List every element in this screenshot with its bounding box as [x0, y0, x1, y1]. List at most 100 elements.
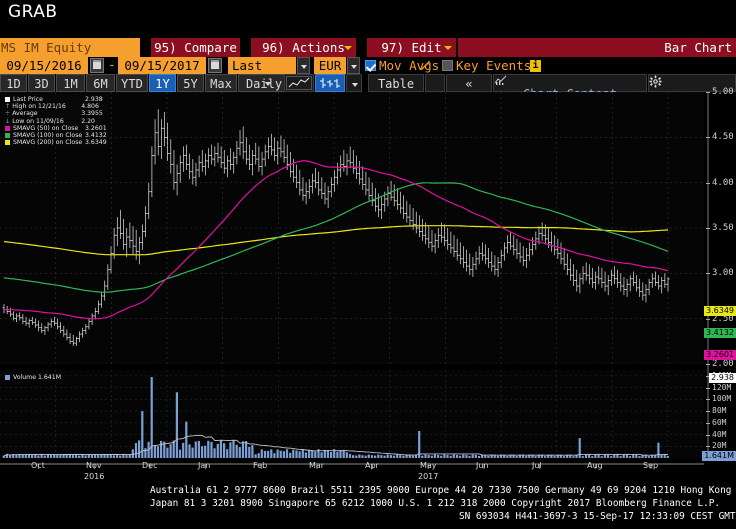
info-icon[interactable]: i	[530, 60, 541, 72]
mov-avgs-label: Mov Avgs	[379, 58, 440, 73]
ticker-input[interactable]: MS IM Equity	[0, 38, 140, 57]
settings-button[interactable]	[648, 74, 736, 92]
period-button-max[interactable]: Max	[205, 74, 237, 92]
volume-axis-tick	[706, 388, 710, 389]
footer-line-3: SN 693034 H441-3697-3 15-Sep-17 12:33:09…	[459, 511, 736, 522]
menu-item-compare[interactable]: 95) Compare	[150, 38, 240, 57]
period-button-3d[interactable]: 3D	[28, 74, 55, 92]
legend-value-volume: 1.641M	[37, 374, 62, 381]
controls-row-dates: 09/15/2016 - 09/15/2017 Last Price EUR M…	[0, 57, 736, 90]
axis-tick	[706, 273, 710, 274]
controls-row-periods: 1D 3D 1M 6M YTD 1Y 5Y Max Daily	[0, 74, 736, 101]
legend-name-sma50: SMAVG (50) on Close	[13, 124, 79, 132]
chevron-down-icon-actions[interactable]	[344, 46, 352, 50]
legend-name-sma100: SMAVG (100) on Close	[13, 131, 83, 139]
menu-label-edit: Edit	[411, 40, 442, 55]
legend-value-low: 2.20	[81, 117, 95, 125]
x-tick-label: May	[420, 461, 437, 470]
menu-label-actions: Actions	[292, 40, 345, 55]
axis-tick	[706, 92, 710, 93]
price-field-select[interactable]: Last Price	[228, 57, 296, 90]
collapse-button[interactable]: «	[446, 74, 492, 92]
legend-row: ÷ Average 3.3955	[5, 110, 107, 117]
chevron-down-icon-currency[interactable]	[347, 57, 360, 74]
x-tick-label: Sep	[643, 461, 659, 470]
legend-swatch-sma200	[5, 140, 10, 146]
period-button-ytd[interactable]: YTD	[116, 74, 148, 92]
footer-line-2: Japan 81 3 3201 8900 Singapore 65 6212 1…	[150, 498, 721, 509]
legend-name-high: High on 12/21/16	[12, 103, 66, 111]
axis-tick	[706, 228, 710, 229]
legend-row: SMAVG (100) on Close 3.4132	[5, 132, 107, 139]
axis-tick-label: 2.50	[712, 314, 734, 324]
key-events-checkbox[interactable]	[442, 60, 453, 71]
pencil-icon[interactable]	[420, 60, 431, 71]
legend-row: Last Price 2.938	[5, 96, 107, 103]
axis-tick	[706, 364, 710, 365]
date-from-input[interactable]: 09/15/2016	[0, 57, 88, 74]
down-arrow-icon: ↓	[5, 117, 11, 125]
price-tag-sma200: 3.6349	[704, 306, 736, 316]
mov-avgs-checkbox[interactable]	[365, 60, 376, 71]
chevron-down-icon-edit[interactable]	[444, 46, 452, 50]
average-icon: ÷	[5, 110, 11, 118]
menu-item-actions[interactable]: 96) Actions	[250, 38, 356, 57]
gear-icon	[649, 75, 662, 88]
volume-axis-tick-label: 120M	[712, 383, 732, 392]
key-events-label: Key Events	[456, 58, 532, 73]
price-tag-sma100: 3.4132	[704, 328, 736, 338]
calendar-icon-from[interactable]	[90, 58, 104, 73]
date-range-dash: -	[108, 58, 116, 73]
line-chart-toggle[interactable]	[284, 74, 314, 92]
interval-select[interactable]: Daily	[238, 74, 290, 92]
chart-area[interactable]: Last Price 2.938 ↑ High on 12/21/16 4.806 ÷…	[0, 87, 736, 461]
x-tick-label: Oct	[31, 461, 45, 470]
legend-swatch-last-price	[5, 97, 10, 102]
volume-axis-tick	[706, 446, 710, 447]
legend-row: ↑ High on 12/21/16 4.806	[5, 103, 107, 110]
x-tick-label: Feb	[253, 461, 268, 470]
x-tick-label: Apr	[365, 461, 379, 470]
footer-line-1: Australia 61 2 9777 8600 Brazil 5511 239…	[150, 485, 736, 496]
line-chart-icon	[286, 76, 312, 90]
chevron-down-icon-interval[interactable]	[262, 74, 274, 92]
period-button-6m[interactable]: 6M	[86, 74, 115, 92]
bar-chart-toggle[interactable]	[315, 74, 345, 92]
x-tick-label: Jun	[476, 461, 489, 470]
period-button-5y[interactable]: 5Y	[177, 74, 204, 92]
x-tick-label: Aug	[587, 461, 603, 470]
chart-content-button[interactable]: Chart Content	[493, 74, 647, 101]
legend-row: SMAVG (50) on Close 3.2601	[5, 125, 107, 132]
period-button-1m[interactable]: 1M	[56, 74, 85, 92]
volume-plot[interactable]	[0, 370, 704, 458]
currency-select[interactable]: EUR	[314, 57, 346, 74]
price-tag-volume: 1.641M	[702, 451, 736, 461]
volume-axis-tick-label: 60M	[712, 418, 727, 427]
period-button-1y[interactable]: 1Y	[149, 74, 176, 92]
axis-tick-label: 5.00	[712, 87, 734, 97]
price-tag-sma50: 3.2601	[704, 350, 736, 360]
menu-number-96: 96)	[262, 40, 285, 55]
menu-item-edit[interactable]: 97) Edit	[366, 38, 456, 57]
x-axis-spine	[0, 463, 704, 469]
legend-name-volume: Volume	[13, 374, 37, 381]
legend-swatch-sma100	[5, 132, 10, 138]
table-button[interactable]: Table	[368, 74, 424, 92]
legend-value-sma50: 3.2601	[85, 124, 107, 132]
date-to-input[interactable]: 09/15/2017	[118, 57, 206, 74]
menu-number-97: 97)	[381, 40, 404, 55]
grab-label: GRAB	[8, 2, 58, 22]
legend-swatch-sma50	[5, 125, 10, 131]
period-button-1d[interactable]: 1D	[0, 74, 27, 92]
price-plot[interactable]	[0, 92, 704, 364]
axis-tick	[706, 319, 710, 320]
legend-value-last-price: 2.938	[85, 96, 103, 103]
volume-axis-tick-label: 80M	[712, 406, 727, 415]
axis-tick-label: 2.00	[712, 359, 734, 369]
chevron-down-icon-price-field[interactable]	[297, 57, 310, 74]
volume-axis-tick-label: 20M	[712, 441, 727, 450]
calendar-icon-to[interactable]	[208, 58, 222, 73]
axis-tick-label: 3.00	[712, 268, 734, 278]
bar-chart-icon	[320, 78, 340, 88]
chevron-down-icon-chart-type[interactable]	[346, 74, 362, 92]
